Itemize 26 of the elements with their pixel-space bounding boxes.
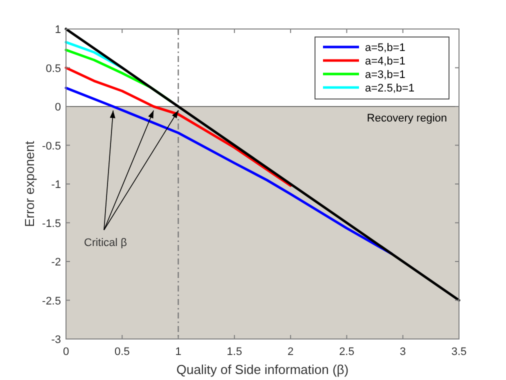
x-axis-title: Quality of Side information (β) — [176, 362, 349, 377]
legend-label: a=5,b=1 — [365, 42, 406, 54]
y-tick-label: 0 — [54, 102, 61, 114]
y-tick-label: 1 — [54, 24, 61, 36]
y-tick-label: -0.5 — [42, 140, 61, 152]
y-tick-label: 0.5 — [46, 62, 61, 75]
x-tick-label: 2.5 — [339, 346, 354, 358]
legend-label: a=2.5,b=1 — [365, 82, 415, 94]
x-tick-label: 3 — [400, 346, 406, 358]
x-tick-label: 1.5 — [226, 346, 242, 358]
x-tick-label: 3.5 — [451, 346, 467, 358]
y-tick-label: -2 — [51, 256, 61, 268]
x-tick-label: 0 — [62, 346, 70, 358]
annotation: Critical β — [84, 237, 127, 249]
x-tick-label: 0.5 — [114, 346, 130, 358]
y-tick-label: -1.5 — [42, 218, 61, 230]
x-tick-label: 1 — [175, 346, 182, 358]
y-tick-label: -1 — [51, 179, 61, 191]
line-series — [64, 66, 292, 187]
x-tick-label: 2 — [288, 346, 294, 358]
y-tick-label: -2.5 — [42, 295, 61, 308]
band-label: Recovery region — [366, 112, 447, 124]
y-axis-title: Error exponent — [22, 140, 37, 227]
y-tick-label: -3 — [51, 334, 61, 346]
legend-label: a=4,b=1 — [365, 56, 406, 68]
legend-label: a=3,b=1 — [365, 69, 406, 81]
